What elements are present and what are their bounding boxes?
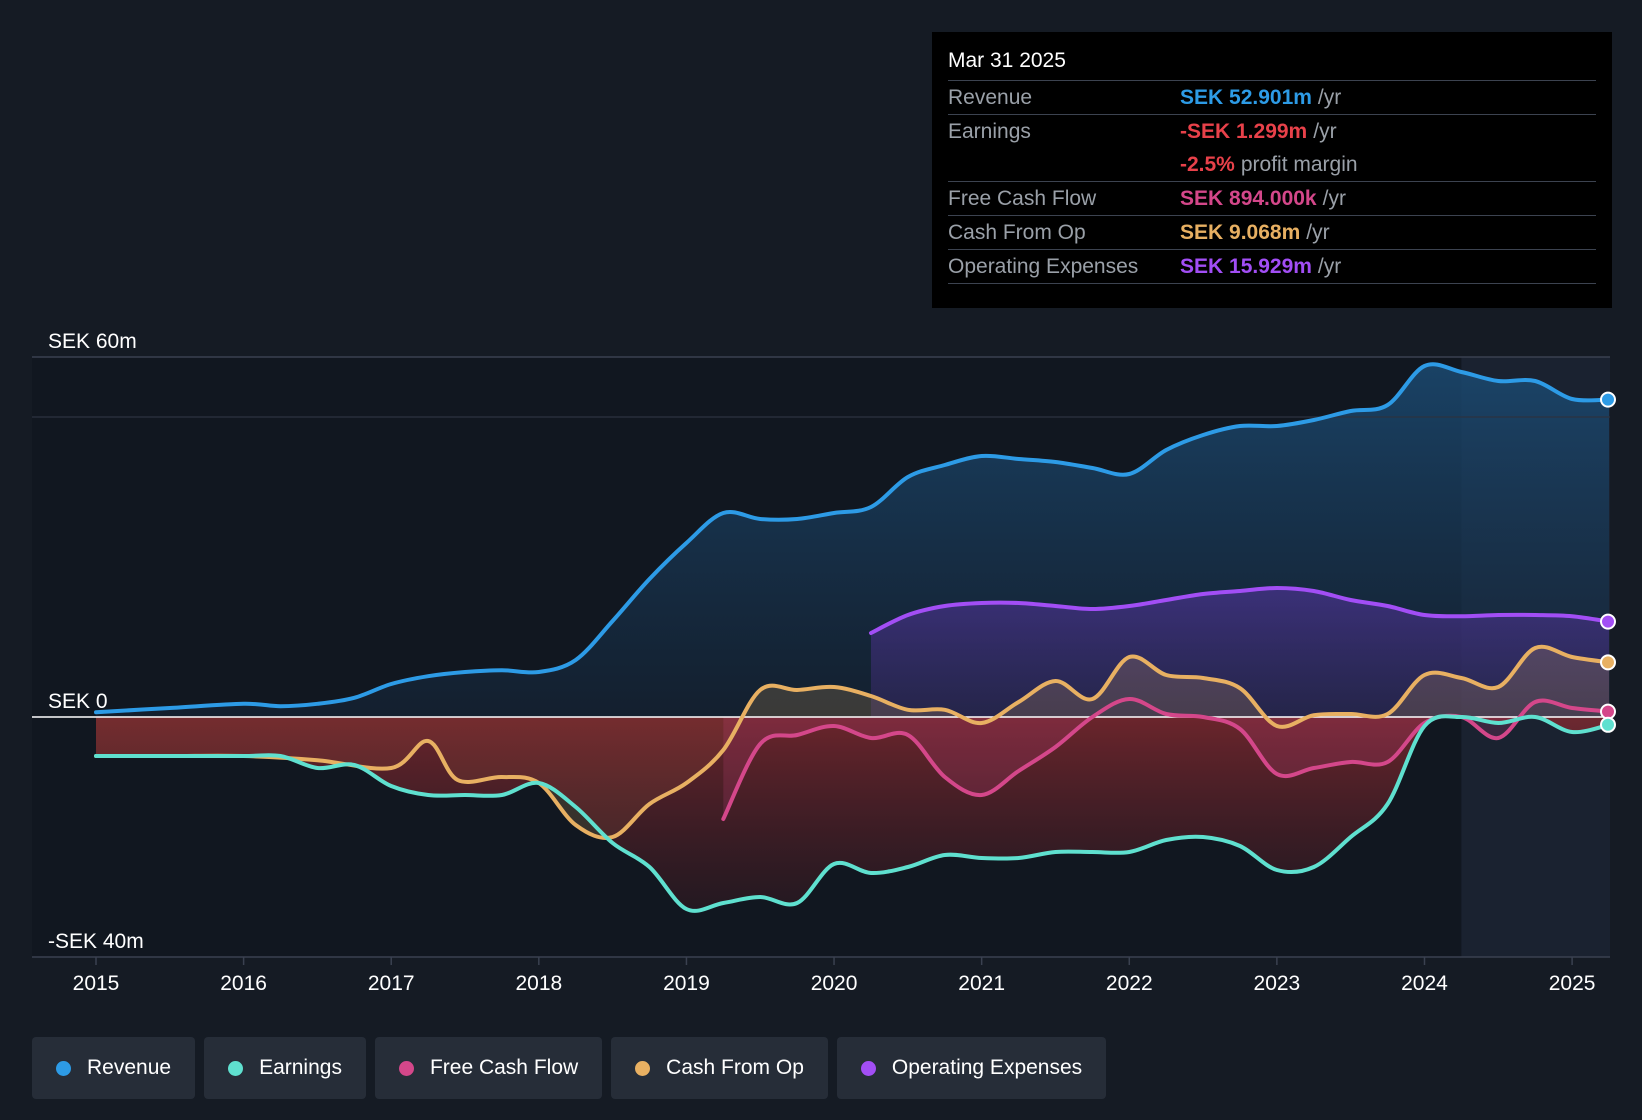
x-tick-label: 2019	[663, 972, 710, 995]
tooltip-date: Mar 31 2025	[948, 46, 1596, 81]
operating-expenses-dot-icon	[860, 1060, 876, 1076]
tooltip-row-profit-margin: -2.5% profit margin	[948, 148, 1596, 182]
earnings-end-point[interactable]	[1600, 716, 1616, 733]
cash-from-op-dot-icon	[635, 1060, 651, 1076]
tooltip-row-cash-from-op: Cash From Op SEK 9.068m/yr	[948, 216, 1596, 250]
legend-label: Revenue	[87, 1056, 172, 1079]
x-tick-label: 2024	[1401, 972, 1448, 995]
tooltip-unit: /yr	[1317, 255, 1342, 278]
tooltip-label	[948, 148, 1180, 181]
tooltip-row-free-cash-flow: Free Cash Flow SEK 894.000k/yr	[948, 182, 1596, 216]
tooltip-unit: /yr	[1317, 86, 1342, 109]
revenue-line	[94, 362, 1610, 715]
legend-item-operating-expenses[interactable]: Operating Expenses	[836, 1037, 1107, 1099]
tooltip-value: SEK 894.000k	[1180, 187, 1317, 210]
legend-item-cash-from-op[interactable]: Cash From Op	[611, 1037, 828, 1099]
legend-label: Cash From Op	[666, 1056, 804, 1079]
revenue-dot-icon	[56, 1060, 71, 1076]
tooltip-label: Cash From Op	[948, 221, 1086, 244]
free-cash-flow-area	[723, 717, 1609, 819]
legend-item-free-cash-flow[interactable]: Free Cash Flow	[374, 1037, 603, 1099]
earnings-dot-icon	[228, 1060, 244, 1076]
x-tick-label: 2021	[958, 972, 1005, 995]
x-tick-label: 2020	[811, 972, 858, 995]
legend-item-earnings[interactable]: Earnings	[204, 1037, 366, 1099]
y-axis-label: SEK 0	[48, 690, 108, 713]
legend-label: Free Cash Flow	[429, 1056, 579, 1079]
y-axis-label: SEK 60m	[48, 330, 137, 353]
tooltip-value: -SEK 1.299m	[1180, 120, 1308, 143]
earnings-negative-area	[96, 717, 1609, 911]
earnings-line	[94, 714, 1610, 913]
tooltip-value: SEK 52.901m	[1180, 86, 1312, 109]
x-tick-label: 2023	[1254, 972, 1301, 995]
tooltip-row-operating-expenses: Operating Expenses SEK 15.929m/yr	[948, 250, 1596, 284]
x-tick-label: 2017	[368, 972, 415, 995]
cash-from-op-line	[94, 644, 1610, 840]
x-tick-label: 2025	[1549, 972, 1596, 995]
free-cash-flow-dot-icon	[398, 1060, 414, 1076]
x-tick-label: 2015	[73, 972, 120, 995]
cash-from-op-end-point[interactable]	[1600, 654, 1616, 671]
tooltip-unit: /yr	[1306, 221, 1330, 244]
tooltip-value: SEK 9.068m	[1180, 221, 1301, 244]
operating-expenses-area	[870, 588, 1609, 717]
tooltip-label: Free Cash Flow	[948, 187, 1097, 210]
tooltip-value: SEK 15.929m	[1180, 255, 1312, 278]
free-cash-flow-end-point[interactable]	[1600, 703, 1616, 720]
tooltip-row-earnings: Earnings -SEK 1.299m/yr	[948, 115, 1596, 148]
tooltip-unit: /yr	[1322, 187, 1346, 210]
cash-from-op-area	[96, 646, 1609, 838]
tooltip-unit: profit margin	[1240, 153, 1358, 176]
x-tick-label: 2018	[515, 972, 562, 995]
legend-label: Operating Expenses	[891, 1056, 1083, 1079]
tooltip-unit: /yr	[1313, 120, 1337, 143]
tooltip-row-revenue: Revenue SEK 52.901m/yr	[948, 81, 1596, 115]
legend-item-revenue[interactable]: Revenue	[32, 1037, 196, 1099]
legend: Revenue Earnings Free Cash Flow Cash Fro…	[32, 1037, 1107, 1099]
tooltip: Mar 31 2025 Revenue SEK 52.901m/yr Earni…	[932, 32, 1612, 308]
legend-label: Earnings	[259, 1056, 342, 1079]
operating-expenses-end-point[interactable]	[1600, 613, 1616, 630]
operating-expenses-line	[869, 586, 1610, 635]
tooltip-value: -2.5%	[1180, 153, 1235, 176]
tooltip-label: Earnings	[948, 120, 1031, 143]
x-tick-label: 2016	[220, 972, 267, 995]
tooltip-label: Operating Expenses	[948, 255, 1139, 278]
x-tick-label: 2022	[1106, 972, 1153, 995]
tooltip-label: Revenue	[948, 86, 1033, 109]
y-axis-label: -SEK 40m	[48, 930, 144, 953]
revenue-end-point[interactable]	[1600, 391, 1616, 408]
